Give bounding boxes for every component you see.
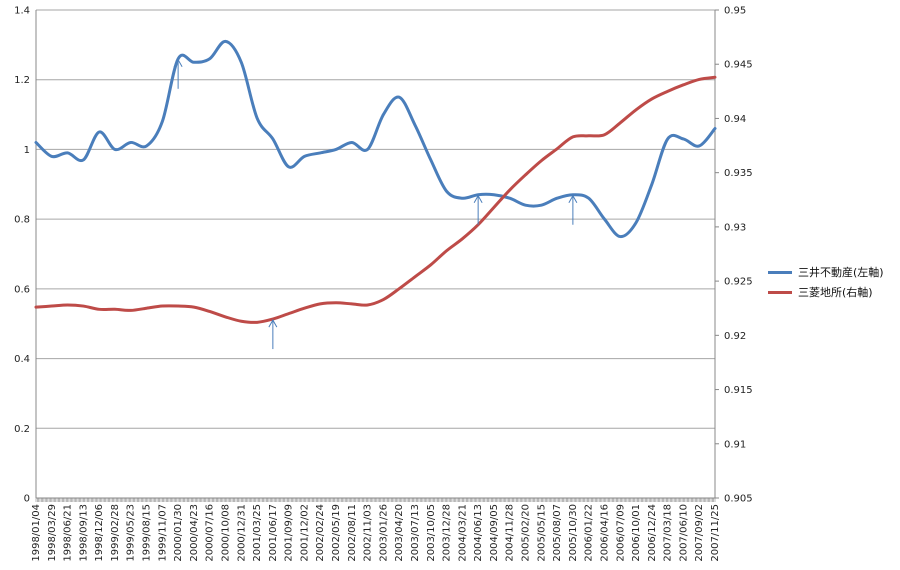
y-right-tick-label: 0.93: [724, 222, 746, 233]
y-left-tick-label: 0.6: [14, 284, 30, 295]
x-tick-label: 1999/08/15: [142, 504, 153, 562]
x-tick-label: 1999/11/07: [157, 504, 168, 562]
y-left-tick-label: 1.2: [14, 75, 30, 86]
x-tick-label: 2002/02/24: [315, 504, 326, 562]
x-tick-label: 2000/10/08: [220, 504, 231, 562]
y-right-tick-label: 0.935: [724, 168, 753, 179]
y-right-tick-label: 0.925: [724, 277, 753, 288]
right-axis-ticks: 0.905 0.91 0.915 0.92 0.925 0.93 0.935 0.94 0.94…: [724, 6, 753, 505]
x-tick-label: 1998/01/04: [31, 504, 42, 562]
x-tick-label: 2007/06/10: [678, 504, 689, 562]
x-tick-label: 2000/12/31: [236, 504, 247, 562]
left-axis-ticks: 0 0.2 0.4 0.6 0.8 1 1.2 1.4: [14, 6, 30, 505]
annotation-arrow-head: [268, 319, 278, 328]
series-line-mitsui-fudosan: [34, 39, 717, 239]
y-right-tick-label: 0.905: [724, 494, 753, 505]
gridlines: [36, 9, 715, 499]
y-left-tick-label: 0: [24, 494, 30, 505]
y-left-tick-label: 0.2: [14, 424, 30, 435]
annotation-arrow-head: [473, 194, 483, 203]
x-tick-label: 1998/06/21: [63, 504, 74, 562]
x-tick-label: 2006/04/16: [599, 504, 610, 562]
series-lines: [34, 39, 717, 324]
y-right-tick-label: 0.945: [724, 60, 753, 71]
y-left-tick-label: 0.8: [14, 215, 30, 226]
y-right-tick-label: 0.91: [724, 439, 746, 450]
x-tick-label: 2006/01/22: [584, 504, 595, 562]
x-tick-label: 1998/12/06: [94, 504, 105, 562]
x-tick-label: 2001/12/02: [299, 504, 310, 562]
x-tick-label: 2007/03/18: [663, 504, 674, 562]
x-tick-label: 2005/02/20: [521, 504, 532, 562]
x-tick-label: 1998/09/13: [78, 504, 89, 562]
series-line-mitsubishi-estate: [34, 75, 717, 324]
annotation-arrow-head: [568, 194, 578, 203]
y-right-tick-label: 0.94: [724, 114, 746, 125]
x-tick-label: 2006/07/09: [615, 504, 626, 562]
legend: 三井不動産(左軸) 三菱地所(右軸): [768, 262, 884, 302]
x-tick-label: 2006/12/24: [647, 504, 658, 562]
x-tick-label: 2001/03/25: [252, 504, 263, 562]
x-tick-label: 2004/03/21: [457, 504, 468, 562]
x-tick-label: 2003/12/28: [442, 504, 453, 562]
x-tick-label: 2003/01/26: [378, 504, 389, 562]
x-tick-label: 1999/05/23: [126, 504, 137, 562]
annotation-arrows: [173, 58, 578, 350]
x-tick-label: 2004/09/05: [489, 504, 500, 562]
legend-item: 三井不動産(左軸): [768, 262, 884, 282]
x-tick-label: 2002/05/19: [331, 504, 342, 562]
x-tick-label: 2002/11/03: [363, 504, 374, 562]
x-tick-label: 2001/06/17: [268, 504, 279, 562]
y-left-tick-label: 0.4: [14, 354, 30, 365]
x-tick-label: 1998/03/29: [47, 504, 58, 562]
x-tick-label: 2007/09/02: [694, 504, 705, 562]
legend-label: 三井不動産(左軸): [798, 266, 884, 279]
x-tick-label: 2000/04/23: [189, 504, 200, 562]
y-right-tick-label: 0.915: [724, 385, 753, 396]
y-left-tick-label: 1: [24, 145, 30, 156]
axes: [35, 9, 719, 502]
y-left-tick-label: 1.4: [14, 6, 30, 17]
x-axis-ticks: 1998/01/04 1998/03/29 1998/06/21 1998/09/13…: [31, 504, 721, 562]
x-tick-label: 2006/10/01: [631, 504, 642, 562]
annotation-arrow-head: [173, 58, 183, 68]
x-tick-label: 2004/06/13: [473, 504, 484, 562]
x-tick-label: 2005/08/07: [552, 504, 563, 562]
legend-swatch: [768, 290, 792, 294]
legend-swatch: [768, 270, 792, 274]
x-tick-label: 2002/08/11: [347, 504, 358, 562]
x-tick-label: 2003/07/13: [410, 504, 421, 562]
x-tick-label: 2003/04/20: [394, 504, 405, 562]
x-tick-label: 2003/10/05: [426, 504, 437, 562]
y-right-tick-label: 0.92: [724, 331, 746, 342]
x-tick-label: 2000/07/16: [205, 504, 216, 562]
legend-item: 三菱地所(右軸): [768, 282, 884, 302]
x-tick-label: 2001/09/09: [284, 504, 295, 562]
x-tick-label: 2000/01/30: [173, 504, 184, 562]
x-tick-label: 1999/02/28: [110, 504, 121, 562]
x-tick-label: 2005/05/15: [536, 504, 547, 562]
x-tick-label: 2005/10/30: [568, 504, 579, 562]
x-tick-label: 2007/11/25: [710, 504, 721, 562]
y-right-tick-label: 0.95: [724, 6, 746, 17]
x-tick-label: 2004/11/28: [505, 504, 516, 562]
legend-label: 三菱地所(右軸): [798, 286, 873, 299]
